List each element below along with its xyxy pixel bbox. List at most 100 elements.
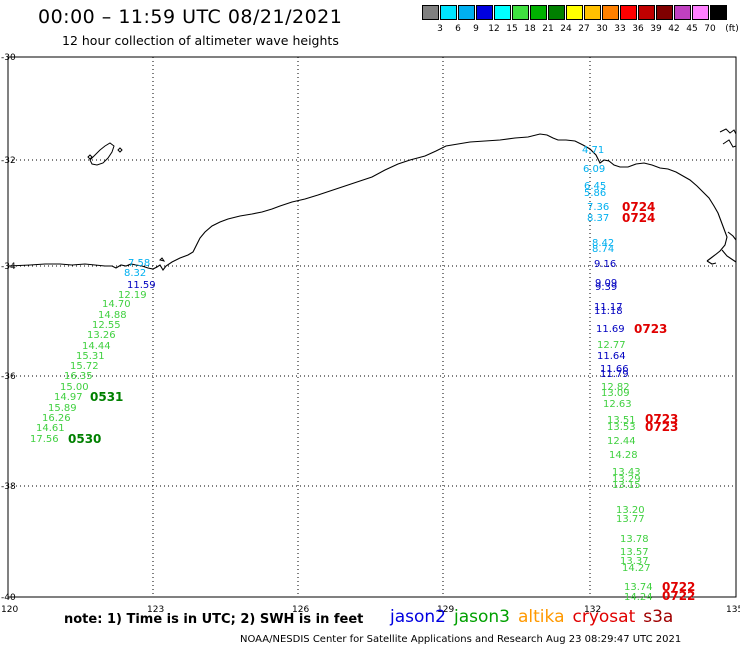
swh-value-jason2: 9.16 xyxy=(594,259,616,270)
swh-value-jason2: 9.09 xyxy=(595,278,617,289)
map-subtitle: 12 hour collection of altimeter wave hei… xyxy=(62,33,339,48)
swh-observation-labels: 7.588.3211.5912.1914.7014.8812.5513.2614… xyxy=(30,145,695,603)
swh-value-jason3: 12.19 xyxy=(118,290,147,301)
swh-value-jason3: 15.72 xyxy=(70,361,99,372)
longitude-tick-label: 135 xyxy=(726,605,740,615)
swh-value-jason2: 5.86 xyxy=(584,188,606,199)
swh-value-jason3: 14.44 xyxy=(82,341,111,352)
legend-swatch xyxy=(494,5,511,20)
swh-value-jason3: 15.89 xyxy=(48,403,77,414)
legend-label: 12 xyxy=(488,24,500,34)
legend-label: 15 xyxy=(506,24,518,34)
legend-swatch xyxy=(422,5,439,20)
swh-value-jason2: 7.58 xyxy=(128,258,150,269)
swh-value-jason2: 11.18 xyxy=(594,306,623,317)
swh-value-jason2: 8.74 xyxy=(592,244,614,255)
legend-swatch xyxy=(440,5,457,20)
swh-value-jason3: 13.20 xyxy=(616,505,645,516)
credit-line: NOAA/NESDIS Center for Satellite Applica… xyxy=(240,634,682,645)
longitude-tick-label: 123 xyxy=(147,605,164,615)
longitude-tick-label: 132 xyxy=(584,605,601,615)
latitude-tick-label: -40 xyxy=(1,593,16,603)
swh-value-jason3: 13.78 xyxy=(620,534,649,545)
swh-value-jason3: 12.77 xyxy=(597,340,626,351)
swh-value-jason2: 9.39 xyxy=(595,282,617,293)
graticule xyxy=(8,57,736,597)
pass-time-label: 0722 xyxy=(662,580,695,594)
legend-label: 9 xyxy=(473,24,479,34)
swh-value-jason2: 11.66 xyxy=(600,364,629,375)
legend-label: 18 xyxy=(524,24,536,34)
legend-label: 3 xyxy=(437,24,443,34)
legend-label: 30 xyxy=(596,24,608,34)
pass-time-label: 0724 xyxy=(622,200,655,214)
satellite-legend-s3a: s3a xyxy=(643,607,674,627)
swh-value-jason2: 11.59 xyxy=(127,280,156,291)
swh-value-jason3: 13.29 xyxy=(612,474,641,485)
swh-value-jason3: 13.15 xyxy=(612,480,641,491)
island-recherche xyxy=(89,142,115,166)
swh-value-jason2: 7.36 xyxy=(587,202,609,213)
legend-label: 45 xyxy=(686,24,698,34)
swh-value-jason3: 15.00 xyxy=(60,382,89,393)
legend-label: 27 xyxy=(578,24,590,34)
swh-value-jason3: 13.26 xyxy=(87,330,116,341)
swh-value-jason3: 15.31 xyxy=(76,351,105,362)
legend-label: 24 xyxy=(560,24,572,34)
swh-value-jason2: 8.42 xyxy=(592,238,614,249)
legend-swatch xyxy=(674,5,691,20)
legend-swatch xyxy=(656,5,673,20)
legend-swatch xyxy=(548,5,565,20)
swh-value-jason3: 14.24 xyxy=(624,592,653,603)
legend-label: 21 xyxy=(542,24,554,34)
island-small xyxy=(87,147,166,262)
legend-label: 70 xyxy=(704,24,716,34)
legend-swatch xyxy=(710,5,727,20)
legend-label: 42 xyxy=(668,24,680,34)
swh-value-jason2: 6.09 xyxy=(583,164,605,175)
coastline-east-fragment xyxy=(706,231,737,265)
legend-swatch xyxy=(692,5,709,20)
swh-value-jason3: 12.63 xyxy=(603,399,632,410)
pass-time-label: 0722 xyxy=(662,589,695,603)
latitude-tick-label: -36 xyxy=(1,372,16,382)
swh-value-jason3: 13.51 xyxy=(607,415,636,426)
legend-label: 39 xyxy=(650,24,662,34)
swh-value-jason2: 8.37 xyxy=(587,213,609,224)
satellite-legend-cryosat: cryosat xyxy=(572,607,636,627)
swh-value-jason2: 8.32 xyxy=(124,268,146,279)
swh-value-jason3: 17.56 xyxy=(30,434,59,445)
swh-value-jason3: 14.88 xyxy=(98,310,127,321)
map-title: 00:00 – 11:59 UTC 08/21/2021 xyxy=(38,6,343,28)
satellite-legend-jason2: jason2 xyxy=(390,607,446,627)
legend-swatch xyxy=(512,5,529,20)
pass-time-label: 0531 xyxy=(90,390,123,404)
map-frame xyxy=(7,56,737,598)
legend-swatch xyxy=(476,5,493,20)
latitude-tick-label: -34 xyxy=(1,262,16,272)
swh-value-jason3: 13.74 xyxy=(624,582,653,593)
legend-label: 33 xyxy=(614,24,626,34)
swh-value-jason3: 14.70 xyxy=(102,299,131,310)
swh-value-jason3: 16.26 xyxy=(42,413,71,424)
latitude-tick-label: -38 xyxy=(1,482,16,492)
swh-value-jason2: 11.64 xyxy=(597,351,626,362)
swh-value-jason2: 11.69 xyxy=(596,324,625,335)
swh-value-jason2: 11.79 xyxy=(600,369,629,380)
coastline xyxy=(7,133,728,271)
legend-label: 36 xyxy=(632,24,644,34)
pass-time-label: 0724 xyxy=(622,211,655,225)
pass-time-label: 0723 xyxy=(645,412,678,426)
pass-time-label: 0723 xyxy=(634,322,667,336)
longitude-tick-label: 120 xyxy=(1,605,18,615)
swh-value-jason3: 14.61 xyxy=(36,423,65,434)
longitude-tick-label: 126 xyxy=(292,605,309,615)
pass-time-label: 0530 xyxy=(68,432,101,446)
swh-value-jason3: 13.57 xyxy=(620,547,649,558)
legend-swatch xyxy=(530,5,547,20)
swh-value-jason3: 12.55 xyxy=(92,320,121,331)
legend-label: 6 xyxy=(455,24,461,34)
swh-value-jason2: 6.45 xyxy=(584,181,606,192)
pass-time-label: 0723 xyxy=(645,420,678,434)
